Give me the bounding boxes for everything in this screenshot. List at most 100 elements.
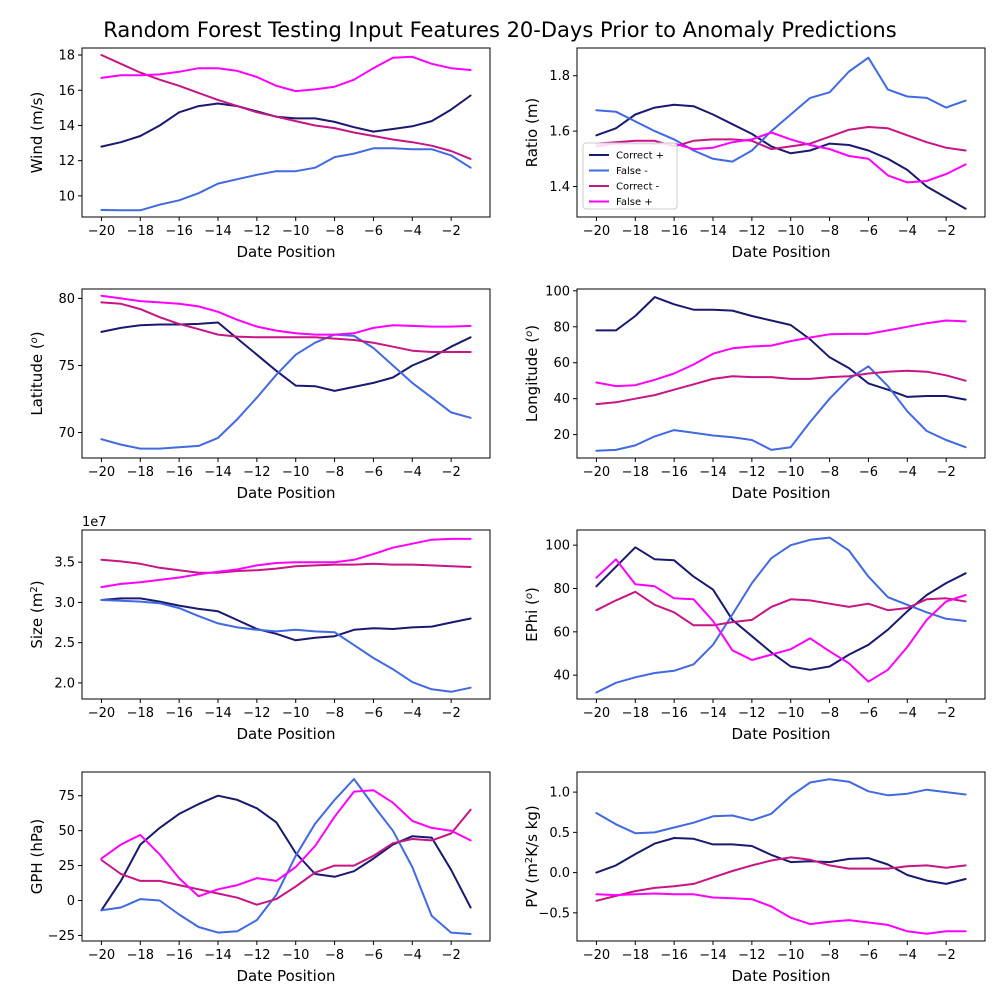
axes-frame — [81, 288, 491, 459]
x-tick-label: −16 — [660, 465, 687, 480]
x-tick-label: −2 — [937, 465, 956, 480]
figure-title: Random Forest Testing Input Features 20-… — [103, 18, 896, 42]
x-tick-label: −12 — [243, 706, 270, 721]
x-tick-label: −10 — [282, 224, 309, 239]
axes-frame — [576, 529, 986, 700]
series-line-correct-pos — [100, 794, 472, 912]
x-tick-label: −6 — [364, 948, 383, 963]
x-tick-label: −2 — [937, 948, 956, 963]
series-line-false-neg — [100, 333, 472, 450]
y-tick-label: 80 — [553, 320, 570, 335]
x-tick-label: −20 — [583, 224, 610, 239]
series-line-false-neg — [100, 599, 472, 693]
x-axis-label: Date Position — [731, 484, 830, 502]
series-line-correct-neg — [100, 301, 472, 353]
x-tick-label: −16 — [660, 948, 687, 963]
y-tick-label: 80 — [58, 292, 75, 307]
x-tick-label: −8 — [820, 706, 839, 721]
x-tick-label: −16 — [660, 706, 687, 721]
series-line-correct-pos — [595, 546, 967, 671]
x-tick-label: −4 — [898, 224, 917, 239]
x-tick-label: −10 — [777, 948, 804, 963]
x-tick-label: −4 — [403, 706, 422, 721]
x-tick-label: −6 — [364, 465, 383, 480]
series-line-false-pos — [595, 319, 967, 388]
legend-box — [582, 142, 678, 210]
y-tick-label: 40 — [553, 669, 570, 684]
x-tick-label: −20 — [88, 948, 115, 963]
axes-frame — [576, 771, 986, 942]
legend-label: False - — [616, 166, 648, 177]
y-tick-label: 0 — [67, 894, 75, 909]
x-tick-label: −2 — [937, 224, 956, 239]
series-line-correct-pos — [595, 296, 967, 401]
x-tick-label: −4 — [403, 465, 422, 480]
y-tick-label: 50 — [58, 824, 75, 839]
x-tick-label: −10 — [282, 948, 309, 963]
x-tick-label: −18 — [622, 948, 649, 963]
x-tick-label: −8 — [820, 224, 839, 239]
y-tick-label: 10 — [58, 189, 75, 204]
axes-frame — [81, 47, 491, 218]
y-tick-label: 1.0 — [549, 786, 570, 801]
x-tick-label: −2 — [442, 224, 461, 239]
x-tick-label: −14 — [699, 224, 726, 239]
y-tick-label: 0.0 — [549, 866, 570, 881]
y-tick-label: −0.5 — [538, 906, 570, 921]
x-tick-label: −8 — [325, 465, 344, 480]
x-tick-label: −12 — [243, 224, 270, 239]
x-tick-label: −6 — [859, 224, 878, 239]
x-tick-label: −20 — [583, 465, 610, 480]
subplot-5: −20 −18 −16 −14 −12 −10 −8 −6 −4 −2 2.0 2.5 3.0 3.5 Da… — [28, 515, 491, 743]
y-tick-label: 1.4 — [549, 180, 570, 195]
x-tick-label: −6 — [859, 465, 878, 480]
x-tick-label: −14 — [204, 224, 231, 239]
y-tick-label: 100 — [545, 284, 570, 299]
x-tick-label: −18 — [127, 465, 154, 480]
x-tick-label: −2 — [442, 948, 461, 963]
y-tick-label: 60 — [553, 356, 570, 371]
x-tick-label: −16 — [165, 465, 192, 480]
x-tick-label: −6 — [364, 706, 383, 721]
x-tick-label: −12 — [243, 948, 270, 963]
y-axis-label: Ratio (m) — [523, 98, 541, 168]
y-tick-label: 16 — [58, 84, 75, 99]
x-tick-label: −12 — [738, 224, 765, 239]
x-tick-label: −4 — [898, 948, 917, 963]
y-tick-label: 80 — [553, 582, 570, 597]
series-line-correct-neg — [100, 54, 472, 160]
series-line-correct-neg — [100, 558, 472, 574]
legend-label: False + — [616, 197, 653, 208]
y-tick-label: −25 — [48, 929, 75, 944]
y-tick-label: 3.5 — [54, 556, 75, 571]
axes-frame — [81, 771, 491, 942]
x-tick-label: −4 — [898, 706, 917, 721]
x-tick-label: −18 — [622, 706, 649, 721]
y-tick-label: 25 — [58, 859, 75, 874]
y-axis-label: Longitude (o) — [523, 325, 541, 422]
x-tick-label: −10 — [777, 224, 804, 239]
x-tick-label: −4 — [898, 465, 917, 480]
x-tick-label: −10 — [777, 706, 804, 721]
y-tick-label: 2.0 — [54, 676, 75, 691]
series-line-false-neg — [100, 147, 472, 212]
series-line-false-pos — [100, 55, 472, 93]
series-line-false-neg — [595, 536, 967, 694]
legend-label: Correct + — [616, 151, 664, 162]
x-tick-label: −14 — [699, 465, 726, 480]
y-axis-label: Size (m2) — [28, 580, 46, 648]
subplot-6: −20 −18 −16 −14 −12 −10 −8 −6 −4 −2 40 60 80 100 Date … — [523, 529, 986, 743]
legend-label: Correct - — [616, 182, 660, 193]
x-tick-label: −12 — [243, 465, 270, 480]
x-tick-label: −18 — [622, 465, 649, 480]
x-tick-label: −6 — [859, 706, 878, 721]
y-tick-label: 40 — [553, 392, 570, 407]
x-tick-label: −8 — [325, 948, 344, 963]
y-tick-label: 75 — [58, 359, 75, 374]
series-line-false-neg — [100, 778, 472, 935]
x-tick-label: −20 — [88, 465, 115, 480]
y-tick-label: 20 — [553, 428, 570, 443]
y-tick-label: 70 — [58, 426, 75, 441]
y-tick-label: 0.5 — [549, 826, 570, 841]
